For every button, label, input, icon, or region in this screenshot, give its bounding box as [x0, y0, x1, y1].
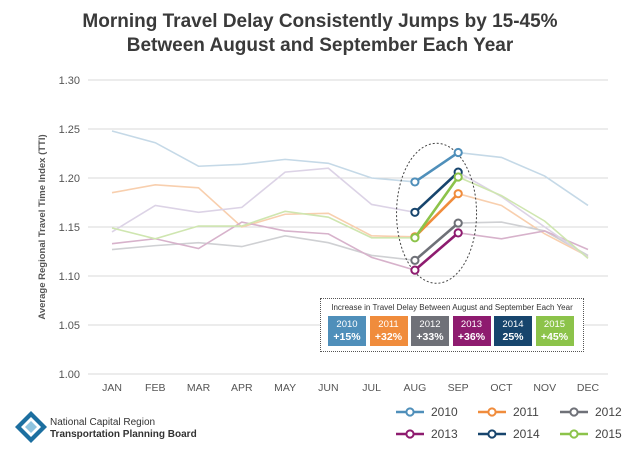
tile-percent: 25% [502, 331, 524, 343]
increase-tile-2014: 2014 25% [494, 316, 532, 346]
tile-percent: +33% [416, 331, 444, 343]
y-tick-label: 1.10 [59, 271, 80, 283]
aug-sep-segment-2012 [414, 222, 460, 262]
y-tick-label: 1.00 [59, 369, 80, 381]
aug-point-2013 [410, 265, 420, 275]
chart-legend: 2010 2011 2012 2013 2014 2015 [395, 405, 635, 450]
legend-label: 2015 [595, 427, 622, 441]
legend-item-2014: 2014 [477, 427, 540, 441]
aug-point-2015 [410, 233, 420, 243]
x-tick-label: OCT [490, 382, 513, 394]
aug-sep-segment-2013 [414, 231, 460, 272]
legend-label: 2013 [431, 427, 458, 441]
tile-year: 2010 [336, 319, 358, 330]
aug-point-2010 [410, 177, 420, 187]
legend-swatch-icon [396, 429, 424, 439]
increase-tile-2013: 2013 +36% [452, 316, 491, 346]
legend-swatch-icon [560, 407, 588, 417]
y-tick-label: 1.25 [59, 124, 80, 136]
increase-tile-2011: 2011 +32% [369, 316, 408, 346]
x-tick-label: AUG [404, 382, 427, 394]
logo-text: National Capital Region Transportation P… [50, 417, 197, 441]
sep-point-2011 [453, 189, 463, 199]
legend-swatch-icon [396, 407, 424, 417]
series-line-2010 [111, 130, 589, 207]
x-tick-label: JUN [318, 382, 338, 394]
y-tick-label: 1.05 [59, 320, 80, 332]
series-line-2011 [111, 184, 589, 258]
x-tick-label: MAR [187, 382, 211, 394]
legend-label: 2014 [513, 427, 540, 441]
tile-percent: +36% [457, 331, 486, 343]
tile-year: 2014 [502, 319, 524, 330]
aug-point-2012 [410, 255, 420, 265]
chart-title: Morning Travel Delay Consistently Jumps … [0, 10, 640, 58]
legend-item-2015: 2015 [559, 427, 622, 441]
x-tick-label: APR [231, 382, 253, 394]
tile-percent: +45% [540, 331, 569, 343]
increase-tile-2010: 2010 +15% [328, 316, 366, 346]
ncr-tpb-logo-icon [15, 411, 47, 443]
x-tick-label: JUL [362, 382, 381, 394]
y-axis-label: Average Regional Travel Time Index (TTI) [37, 134, 48, 319]
legend-label: 2010 [431, 405, 458, 419]
x-tick-label: DEC [577, 382, 600, 394]
legend-item-2011: 2011 [477, 405, 539, 419]
tile-year: 2012 [419, 319, 441, 330]
sep-point-2010 [453, 147, 463, 158]
legend-swatch-icon [560, 429, 588, 439]
y-tick-label: 1.30 [59, 75, 80, 87]
sep-point-2015 [453, 172, 463, 182]
increase-callout-box: Increase in Travel Delay Between August … [320, 298, 584, 352]
callout-title: Increase in Travel Delay Between August … [331, 303, 573, 312]
aug-sep-segment-2014 [414, 171, 460, 214]
series-line-2012 [111, 221, 589, 262]
tile-percent: +32% [374, 331, 403, 343]
legend-swatch-icon [478, 429, 506, 439]
chart-title-line-2: Between August and September Each Year [126, 35, 514, 56]
aug-sep-segment-2010 [414, 151, 459, 183]
legend-item-2010: 2010 [395, 405, 458, 419]
x-tick-label: SEP [448, 382, 469, 394]
series-line-2013 [111, 221, 589, 272]
legend-label: 2012 [595, 405, 622, 419]
tile-year: 2015 [543, 319, 566, 330]
increase-tile-2015: 2015 +45% [535, 316, 574, 346]
series-line-2015 [111, 176, 589, 259]
y-tick-label: 1.15 [59, 222, 80, 234]
logo-line-1: National Capital Region [50, 417, 156, 428]
series-line-2014 [111, 167, 589, 259]
sep-point-2013 [453, 228, 463, 238]
y-tick-label: 1.20 [59, 173, 80, 185]
x-tick-label: NOV [533, 382, 556, 394]
tile-year: 2011 [378, 319, 399, 330]
logo-line-2: Transportation Planning Board [50, 429, 197, 440]
tile-year: 2013 [460, 319, 483, 330]
legend-item-2013: 2013 [395, 427, 458, 441]
aug-point-2014 [410, 207, 420, 217]
x-tick-label: MAY [274, 382, 296, 394]
legend-swatch-icon [478, 407, 506, 417]
x-tick-label: FEB [145, 382, 165, 394]
sep-point-2012 [453, 218, 463, 228]
tile-percent: +15% [333, 331, 361, 343]
legend-label: 2011 [513, 405, 539, 419]
aug-sep-highlight-ellipse [396, 142, 478, 284]
increase-tile-2012: 2012 +33% [411, 316, 449, 346]
x-tick-label: JAN [102, 382, 122, 394]
aug-sep-segment-2015 [413, 176, 460, 239]
legend-item-2012: 2012 [559, 405, 622, 419]
chart-title-line-1: Morning Travel Delay Consistently Jumps … [82, 11, 558, 32]
